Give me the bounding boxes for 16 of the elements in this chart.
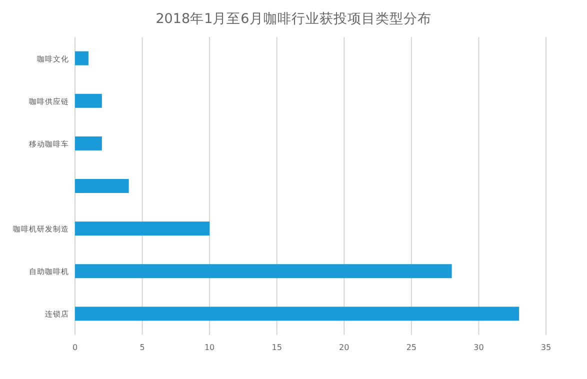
x-tick-label: 35 — [540, 343, 552, 352]
x-tick-label: 25 — [406, 343, 417, 352]
chart-title: 2018年1月至6月咖啡行业获投项目类型分布 — [156, 11, 432, 27]
x-tick-label: 10 — [204, 343, 215, 352]
x-tick-label: 15 — [272, 343, 282, 352]
x-tick-label: 5 — [140, 343, 145, 352]
bar — [75, 306, 520, 321]
x-tick-label: 20 — [339, 343, 350, 352]
bar — [75, 222, 210, 236]
bar — [75, 136, 102, 150]
bar — [75, 94, 102, 108]
bar — [75, 264, 452, 278]
x-tick-label: 0 — [72, 343, 78, 352]
bar — [75, 51, 88, 66]
bar — [75, 179, 129, 193]
x-tick-label: 30 — [474, 343, 484, 352]
